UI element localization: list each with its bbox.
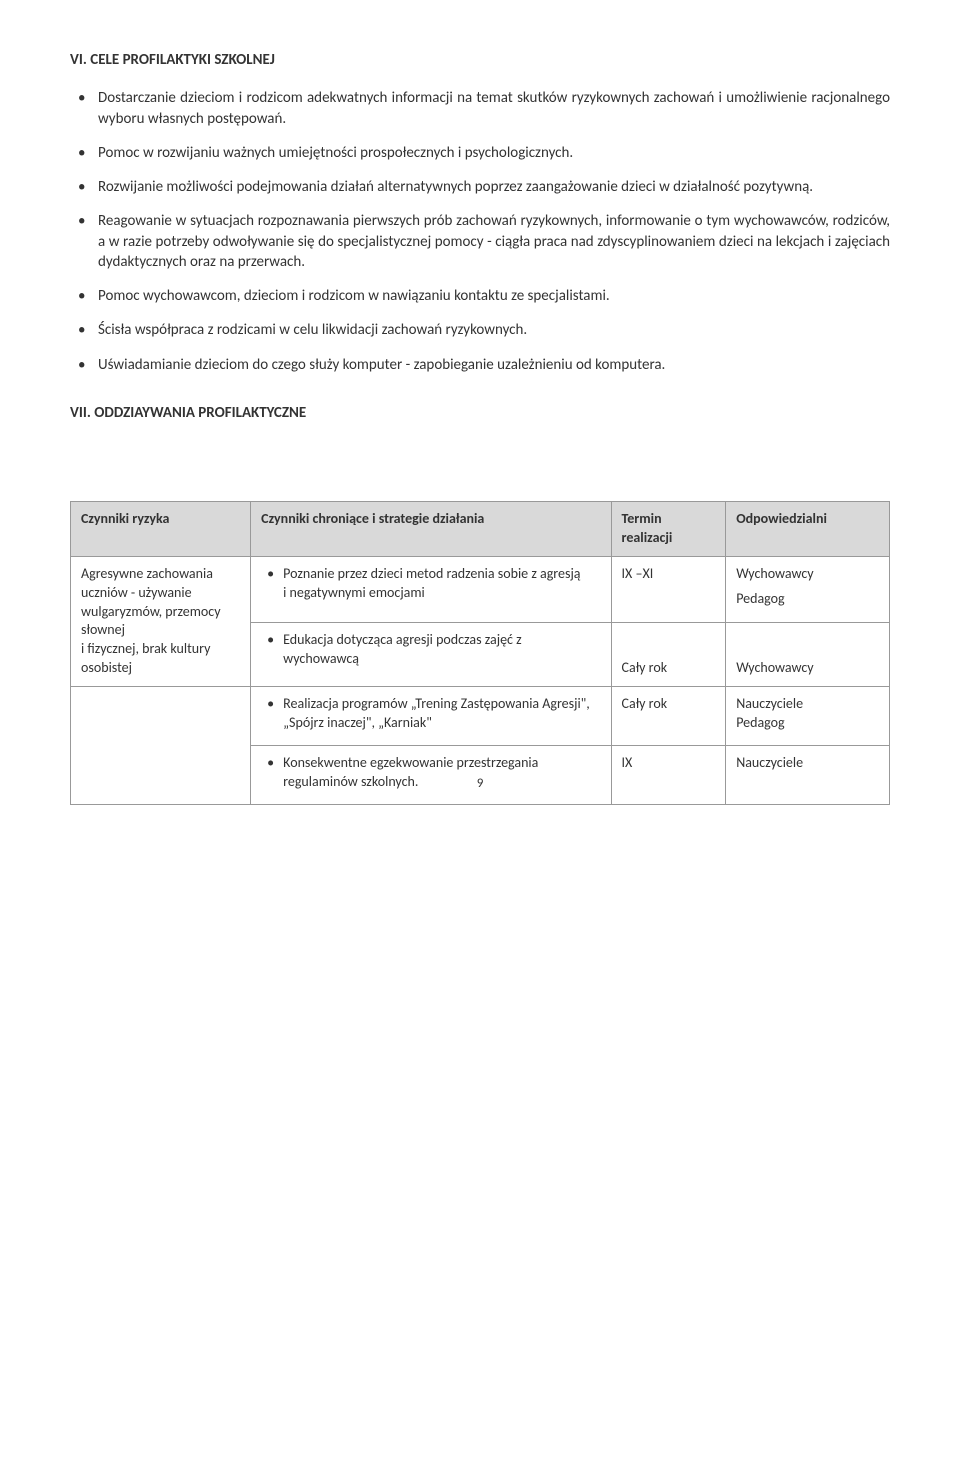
section7-heading: VII. ODDZIAYWANIA PROFILAKTYCZNE	[70, 403, 890, 423]
cell-resp: Nauczyciele Pedagog	[726, 687, 890, 746]
strategy-item: Edukacja dotycząca agresji podczas zajęć…	[261, 631, 600, 669]
resp-line: Pedagog	[736, 714, 879, 733]
cell-strategy: Poznanie przez dzieci metod radzenia sob…	[251, 556, 611, 622]
section6-list: Dostarczanie dzieciom i rodzicom adekwat…	[70, 88, 890, 375]
header-czynniki-chroniace: Czynniki chroniące i strategie działania	[251, 502, 611, 557]
list-item: Rozwijanie możliwości podejmowania dział…	[70, 177, 890, 197]
cell-resp: Wychowawcy Pedagog	[726, 556, 890, 622]
profilaktyka-table: Czynniki ryzyka Czynniki chroniące i str…	[70, 501, 890, 805]
cell-strategy: Edukacja dotycząca agresji podczas zajęć…	[251, 623, 611, 687]
cell-term: Cały rok	[611, 687, 726, 746]
cell-strategy: Realizacja programów „Trening Zastępowan…	[251, 687, 611, 746]
header-odpowiedzialni: Odpowiedzialni	[726, 502, 890, 557]
list-item: Pomoc w rozwijaniu ważnych umiejętności …	[70, 143, 890, 163]
section6-heading: VI. CELE PROFILAKTYKI SZKOLNEJ	[70, 50, 890, 70]
table-row: Realizacja programów „Trening Zastępowan…	[71, 687, 890, 746]
header-czynniki-ryzyka: Czynniki ryzyka	[71, 502, 251, 557]
resp-line: Nauczyciele	[736, 695, 879, 714]
list-item: Ścisła współpraca z rodzicami w celu lik…	[70, 320, 890, 340]
table-header-row: Czynniki ryzyka Czynniki chroniące i str…	[71, 502, 890, 557]
cell-risk: Agresywne zachowania uczniów - używanie …	[71, 556, 251, 686]
resp-line: Pedagog	[736, 590, 879, 609]
cell-term: IX –XI	[611, 556, 726, 622]
table-row: Agresywne zachowania uczniów - używanie …	[71, 556, 890, 622]
list-item: Uświadamianie dzieciom do czego służy ko…	[70, 355, 890, 375]
strategy-item: Konsekwentne egzekwowanie przestrzegania…	[261, 754, 600, 792]
strategy-item: Realizacja programów „Trening Zastępowan…	[261, 695, 600, 733]
strategy-item: Poznanie przez dzieci metod radzenia sob…	[261, 565, 600, 603]
list-item: Dostarczanie dzieciom i rodzicom adekwat…	[70, 88, 890, 129]
resp-line: Wychowawcy	[736, 565, 879, 584]
list-item: Pomoc wychowawcom, dzieciom i rodzicom w…	[70, 286, 890, 306]
list-item: Reagowanie w sytuacjach rozpoznawania pi…	[70, 211, 890, 272]
cell-term: Cały rok	[611, 623, 726, 687]
cell-strategy: Konsekwentne egzekwowanie przestrzegania…	[251, 745, 611, 804]
header-termin: Termin realizacji	[611, 502, 726, 557]
cell-resp: Wychowawcy	[726, 623, 890, 687]
